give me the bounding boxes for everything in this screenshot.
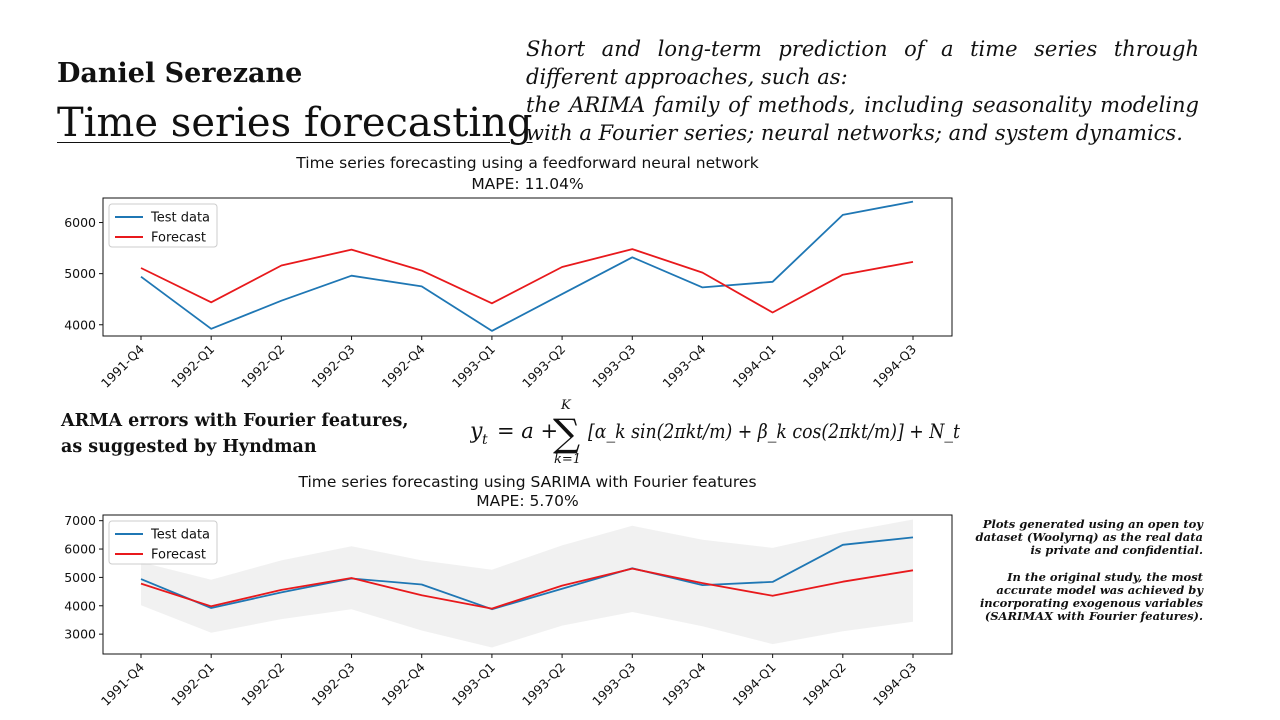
author-name: Daniel Serezane <box>57 58 303 89</box>
formula-sum-sign: ∑ <box>553 411 580 455</box>
arma-caption-line-1: ARMA errors with Fourier features, <box>61 411 409 431</box>
formula-body: [α_k sin(2πkt/m) + β_k cos(2πkt/m)] + N_… <box>588 419 961 443</box>
x-tick-label: 1993-Q3 <box>589 342 638 391</box>
x-tick-label: 1994-Q3 <box>870 660 919 709</box>
y-tick-label: 6000 <box>64 542 96 557</box>
prediction-interval-band <box>141 519 913 648</box>
formula-sum-upper: K <box>560 398 572 413</box>
x-tick-label: 1993-Q1 <box>449 660 498 709</box>
project-title: Time series forecasting <box>57 100 533 146</box>
legend-label-forecast: Forecast <box>151 231 206 246</box>
footnote-1: Plots generated using an open toy datase… <box>975 517 1203 558</box>
formula-lhs: y <box>470 419 483 444</box>
series-line-forecast <box>140 248 914 314</box>
plot-frame <box>102 197 953 337</box>
chart-sarima-fourier: Time series forecasting using SARIMA wit… <box>64 473 953 709</box>
legend-label-forecast: Forecast <box>151 548 206 563</box>
y-tick-label: 4000 <box>64 598 96 613</box>
x-tick-label: 1994-Q2 <box>800 342 849 391</box>
x-tick-label: 1992-Q4 <box>379 341 428 390</box>
x-tick-label: 1994-Q3 <box>870 342 919 391</box>
x-tick-label: 1991-Q4 <box>98 659 147 708</box>
series-line-test-data <box>140 536 914 611</box>
x-tick-label: 1992-Q3 <box>308 342 357 391</box>
series-line-test-data <box>140 200 914 332</box>
x-tick-label: 1993-Q2 <box>519 342 568 391</box>
formula-equals: = a + <box>497 419 558 443</box>
chart-title: Time series forecasting using a feedforw… <box>295 154 758 172</box>
x-tick-label: 1993-Q2 <box>519 660 568 709</box>
y-tick-label: 6000 <box>64 215 96 230</box>
x-tick-label: 1993-Q3 <box>589 660 638 709</box>
arma-caption: ARMA errors with Fourier features, as su… <box>61 408 408 460</box>
fourier-formula: y t = a + K ∑ k=1 [α_k sin(2πkt/m) + β_k… <box>470 398 961 464</box>
legend-label-test-data: Test data <box>150 528 210 543</box>
x-tick-label: 1994-Q2 <box>800 660 849 709</box>
y-tick-label: 7000 <box>64 513 96 528</box>
arma-caption-line-2: as suggested by Hyndman <box>61 437 317 457</box>
plot-frame <box>102 514 953 655</box>
chart-subtitle-mape: MAPE: 11.04% <box>471 175 583 193</box>
y-tick-label: 5000 <box>64 266 96 281</box>
chart-title: Time series forecasting using SARIMA wit… <box>297 473 756 491</box>
x-tick-label: 1993-Q1 <box>449 342 498 391</box>
x-tick-label: 1994-Q1 <box>730 342 779 391</box>
footnote-2: In the original study, the most accurate… <box>979 569 1203 624</box>
footnote: Plots generated using an open toy datase… <box>968 517 1203 624</box>
x-tick-label: 1993-Q4 <box>659 341 708 390</box>
y-tick-label: 3000 <box>64 627 96 642</box>
chart-neural-network: Time series forecasting using a feedforw… <box>64 154 953 391</box>
x-tick-label: 1992-Q2 <box>238 660 287 709</box>
x-tick-label: 1994-Q1 <box>730 660 779 709</box>
x-tick-label: 1992-Q1 <box>168 342 217 391</box>
chart-subtitle-mape: MAPE: 5.70% <box>476 492 579 510</box>
x-tick-label: 1992-Q3 <box>308 660 357 709</box>
legend-label-test-data: Test data <box>150 211 210 226</box>
formula-lhs-sub: t <box>482 432 488 448</box>
intro-line-2: the ARIMA family of methods, including s… <box>526 93 1199 145</box>
y-tick-label: 4000 <box>64 317 96 332</box>
formula-sum-lower: k=1 <box>554 452 581 464</box>
series-line-forecast <box>140 567 914 610</box>
y-tick-label: 5000 <box>64 570 96 585</box>
intro-line-1: Short and long-term prediction of a time… <box>526 37 1199 89</box>
intro-text: Short and long-term prediction of a time… <box>526 35 1199 147</box>
x-tick-label: 1992-Q4 <box>379 659 428 708</box>
x-tick-label: 1991-Q4 <box>98 341 147 390</box>
x-tick-label: 1992-Q1 <box>168 660 217 709</box>
x-tick-label: 1993-Q4 <box>659 659 708 708</box>
x-tick-label: 1992-Q2 <box>238 342 287 391</box>
